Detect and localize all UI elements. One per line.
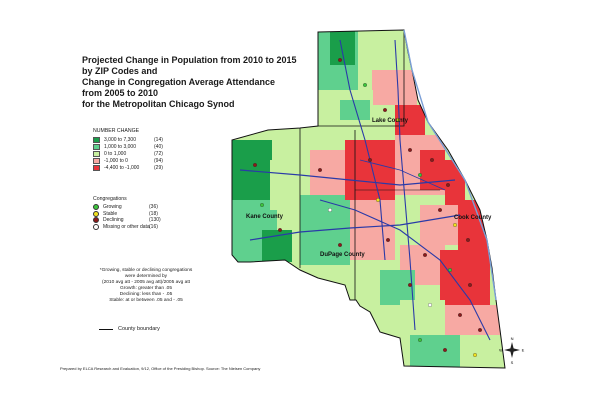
note-line: Declining: less than - .05 <box>119 292 173 297</box>
congregation-count: (18) <box>149 210 158 217</box>
title-line-3: Change in Congregation Average Attendanc… <box>82 77 276 87</box>
title-line-2: by ZIP Codes and <box>82 66 158 76</box>
swatch <box>93 157 100 164</box>
legend-item: 1,000 to 3,000 (40) <box>93 143 213 150</box>
methodology-note: *Growing, stable or declining congregati… <box>86 268 206 304</box>
legend-range: 0 to 1,000 <box>104 150 127 157</box>
note-line: Growth: greater than .05 <box>120 286 172 291</box>
congregation-markers <box>253 58 482 357</box>
congregation-label: Missing or other data <box>103 223 150 230</box>
compass-w: W <box>499 348 503 353</box>
congregation-count: (130) <box>149 217 161 224</box>
legend-count: (29) <box>154 164 163 171</box>
legend-range: -1,000 to 0 <box>104 157 128 164</box>
title-line-1: Projected Change in Population from 2010… <box>82 55 297 65</box>
zip-choropleth <box>232 30 505 368</box>
note-line: were determined by <box>124 274 168 279</box>
swatch <box>93 136 100 143</box>
boundary-line-icon <box>99 328 113 330</box>
congregation-item: Stable (18) <box>93 210 213 218</box>
congregation-count: (36) <box>149 204 158 211</box>
congregations-title: Congregations <box>93 196 127 202</box>
note-line: *Growing, stable or declining congregati… <box>99 268 193 273</box>
compass-rose: N S E W <box>499 336 525 365</box>
legend-count: (94) <box>154 157 163 164</box>
title-line-4: from 2005 to 2010 <box>82 88 159 98</box>
title-line-5: for the Metropolitan Chicago Synod <box>82 99 235 109</box>
legend-title: NUMBER CHANGE <box>93 128 140 134</box>
legend-count: (40) <box>154 143 163 150</box>
legend-range: -4,400 to -1,000 <box>104 164 140 171</box>
lake-shoreline <box>403 29 497 301</box>
congregation-label: Growing <box>103 204 122 211</box>
legend-count: (72) <box>154 150 163 157</box>
boundary-label: County boundary <box>118 326 160 332</box>
compass-e: E <box>522 348 525 353</box>
source-footer: Prepared by ELCA Research and Evaluation… <box>60 366 261 371</box>
swatch <box>93 164 100 171</box>
legend-range: 3,000 to 7,300 <box>104 136 136 143</box>
congregation-label: Declining <box>103 217 124 224</box>
compass-s: S <box>511 360 514 365</box>
legend-range: 1,000 to 3,000 <box>104 143 136 150</box>
legend-item: -1,000 to 0 (94) <box>93 157 213 164</box>
note-line: Stable: at or between .05 and - .05 <box>109 298 183 303</box>
label-kane-county: Kane County <box>246 214 284 220</box>
missing-marker-icon <box>93 223 99 230</box>
growing-marker-icon <box>93 204 99 211</box>
label-lake-county: Lake County <box>372 118 409 124</box>
label-cook-county: Cook County <box>454 215 492 221</box>
swatch <box>93 143 100 150</box>
congregation-item: Missing or other data (16) <box>93 223 213 231</box>
legend-item: -4,400 to -1,000 (29) <box>93 164 213 171</box>
label-dupage-county: DuPage County <box>320 252 365 258</box>
congregation-label: Stable <box>103 210 118 217</box>
congregation-item: Growing (36) <box>93 204 213 211</box>
swatch <box>93 150 100 157</box>
compass-n: N <box>511 336 514 341</box>
legend-count: (14) <box>154 136 163 143</box>
map-title: Projected Change in Population from 2010… <box>82 55 312 110</box>
note-line: (2010 avg att - 2005 avg att)/2005 avg a… <box>101 280 190 285</box>
stable-marker-icon <box>93 210 99 217</box>
number-change-legend: NUMBER CHANGE 3,000 to 7,300 (14) 1,000 … <box>93 128 213 178</box>
county-boundary-key: County boundary <box>99 326 160 332</box>
congregations-legend: Congregations Growing (36) Stable (18) D… <box>93 196 213 230</box>
legend-item: 0 to 1,000 (72) <box>93 150 213 157</box>
declining-marker-icon <box>93 217 99 224</box>
congregation-item: Declining (130) <box>93 217 213 224</box>
congregation-count: (16) <box>149 223 158 230</box>
legend-item: 3,000 to 7,300 (14) <box>93 136 213 143</box>
